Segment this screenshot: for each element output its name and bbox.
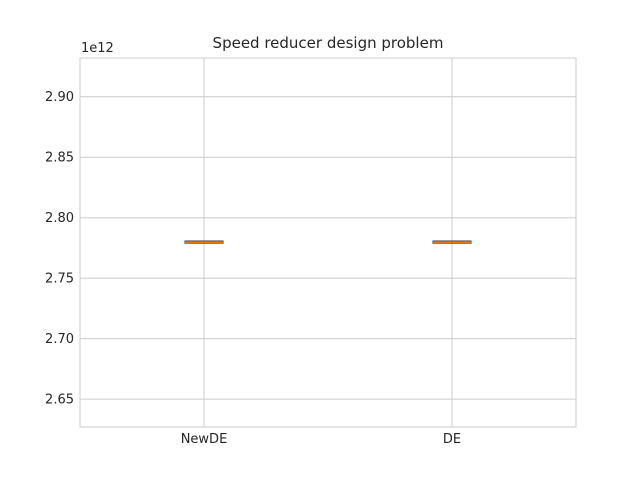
- chart-title: Speed reducer design problem: [213, 34, 444, 52]
- y-axis-offset-label: 1e12: [81, 41, 114, 56]
- box-layer: [184, 240, 472, 244]
- y-tick-label: 2.75: [45, 272, 74, 287]
- tick-layer: 2.65 2.70 2.75 2.80 2.85 2.90 NewDE DE: [45, 90, 461, 447]
- box-newde: [184, 240, 224, 244]
- y-tick-label: 2.90: [45, 90, 74, 105]
- x-tick-label: NewDE: [181, 432, 228, 447]
- box-de: [432, 240, 472, 244]
- y-tick-label: 2.85: [45, 151, 74, 166]
- y-tick-label: 2.80: [45, 211, 74, 226]
- grid-layer: [80, 58, 576, 427]
- y-tick-label: 2.70: [45, 332, 74, 347]
- x-tick-label: DE: [443, 432, 461, 447]
- plot-frame: [79, 57, 577, 428]
- y-tick-label: 2.65: [45, 393, 74, 408]
